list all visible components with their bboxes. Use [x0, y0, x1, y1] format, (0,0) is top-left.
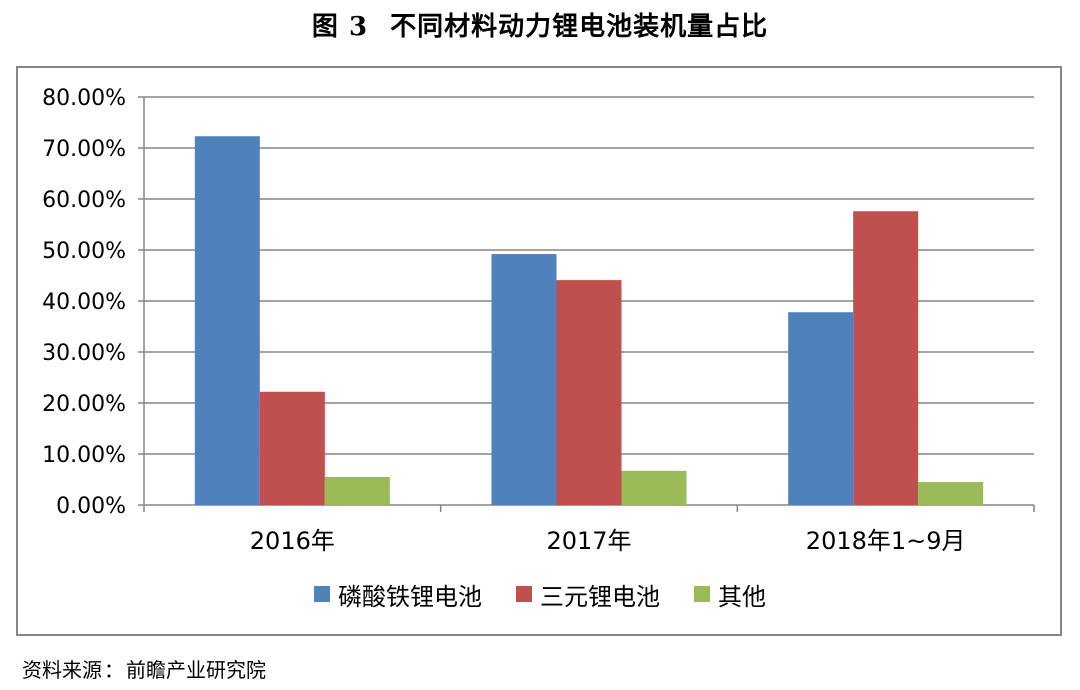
figure-title: 图 3 不同材料动力锂电池装机量占比 — [0, 6, 1080, 43]
legend-label-lfp: 磷酸铁锂电池 — [338, 582, 482, 611]
y-tick-label: 80.00% — [42, 86, 126, 111]
y-tick-label: 10.00% — [42, 443, 126, 468]
legend-label-ternary: 三元锂电池 — [540, 582, 660, 611]
figure-title-text: 不同材料动力锂电池装机量占比 — [390, 12, 769, 42]
bar-2-1 — [853, 211, 919, 506]
y-tick-label: 0.00% — [56, 494, 126, 519]
legend-item-lfp: 磷酸铁锂电池 — [314, 577, 482, 612]
source-value: 前瞻产业研究院 — [126, 658, 266, 682]
bar-1-2 — [621, 470, 687, 505]
y-tick-label: 30.00% — [42, 341, 126, 366]
source-note: 资料来源：前瞻产业研究院 — [22, 654, 266, 683]
y-tick-label: 70.00% — [42, 137, 126, 162]
y-tick-label: 40.00% — [42, 290, 126, 315]
source-separator: ： — [104, 658, 124, 682]
figure-number: 图 3 — [311, 12, 369, 42]
x-tick-label: 2018年1~9月 — [806, 527, 966, 555]
bar-0-0 — [194, 136, 260, 505]
bar-2-0 — [788, 312, 854, 505]
bar-0-1 — [259, 391, 325, 505]
legend-swatch-lfp — [314, 586, 330, 602]
x-tick-label: 2016年 — [250, 527, 335, 555]
legend-label-other: 其他 — [718, 582, 766, 611]
bar-1-1 — [556, 280, 622, 505]
legend-item-other: 其他 — [694, 577, 766, 612]
legend-swatch-ternary — [516, 586, 532, 602]
source-label: 资料来源 — [22, 658, 102, 682]
x-tick-label: 2017年 — [546, 527, 631, 555]
y-tick-label: 50.00% — [42, 239, 126, 264]
y-tick-label: 60.00% — [42, 188, 126, 213]
chart-legend: 磷酸铁锂电池 三元锂电池 其他 — [0, 577, 1080, 611]
bar-0-2 — [324, 476, 390, 505]
bar-2-2 — [918, 482, 984, 505]
legend-item-ternary: 三元锂电池 — [516, 577, 660, 612]
y-tick-label: 20.00% — [42, 392, 126, 417]
bar-1-0 — [491, 254, 557, 505]
legend-swatch-other — [694, 586, 710, 602]
